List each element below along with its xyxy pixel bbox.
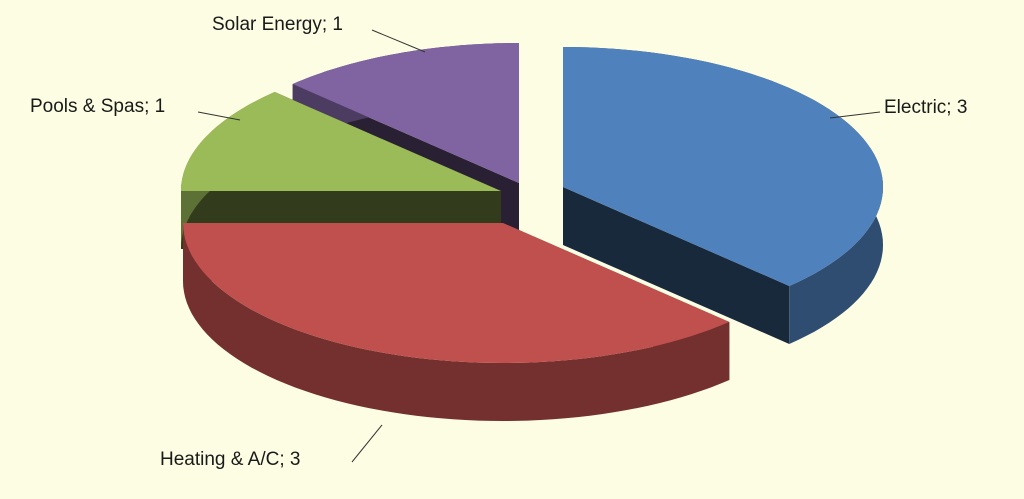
data-label: Pools & Spas; 1 xyxy=(30,96,165,117)
leader-line xyxy=(829,111,881,119)
data-label: Electric; 3 xyxy=(884,97,967,118)
data-label: Heating & A/C; 3 xyxy=(160,449,300,470)
pie-slice xyxy=(563,47,883,344)
leader-line xyxy=(351,424,383,463)
slice-wall xyxy=(563,187,790,344)
slice-rim xyxy=(183,223,730,421)
data-label: Solar Energy; 1 xyxy=(212,14,343,35)
slice-top xyxy=(181,92,501,191)
leader-line xyxy=(371,29,426,53)
slice-top xyxy=(563,47,883,286)
slice-top xyxy=(183,223,730,363)
pie-slice xyxy=(183,223,730,421)
slice-top xyxy=(292,43,519,183)
leader-line xyxy=(197,111,241,121)
